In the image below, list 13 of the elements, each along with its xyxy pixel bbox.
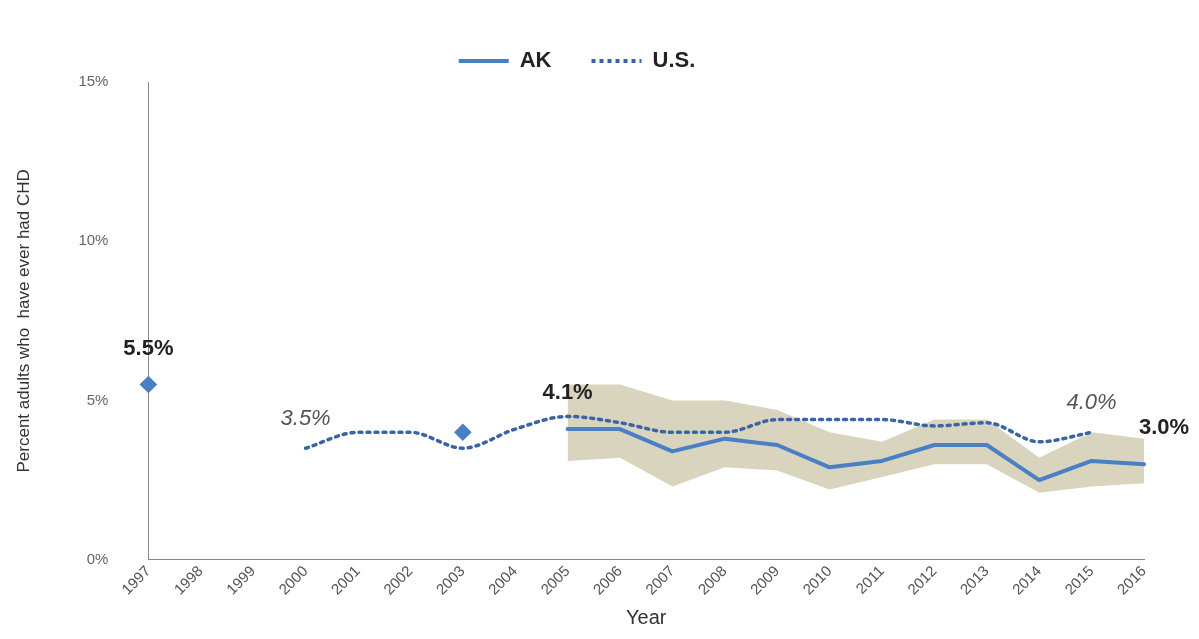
data-label: 3.5% bbox=[280, 405, 331, 431]
data-label: 4.1% bbox=[542, 379, 593, 405]
y-axis-title: Percent adults who have ever had CHD bbox=[13, 169, 33, 473]
y-tick-label: 0% bbox=[86, 549, 109, 567]
x-axis-title: Year bbox=[626, 605, 667, 628]
data-label: 4.0% bbox=[1066, 389, 1117, 415]
legend-label: U.S. bbox=[652, 47, 696, 73]
data-label: 5.5% bbox=[123, 334, 174, 360]
legend-label: AK bbox=[519, 47, 552, 73]
y-tick-label: 5% bbox=[86, 390, 109, 408]
data-label: 3.0% bbox=[1138, 414, 1190, 440]
y-tick-label: 15% bbox=[78, 72, 109, 90]
y-tick-label: 10% bbox=[78, 231, 109, 249]
